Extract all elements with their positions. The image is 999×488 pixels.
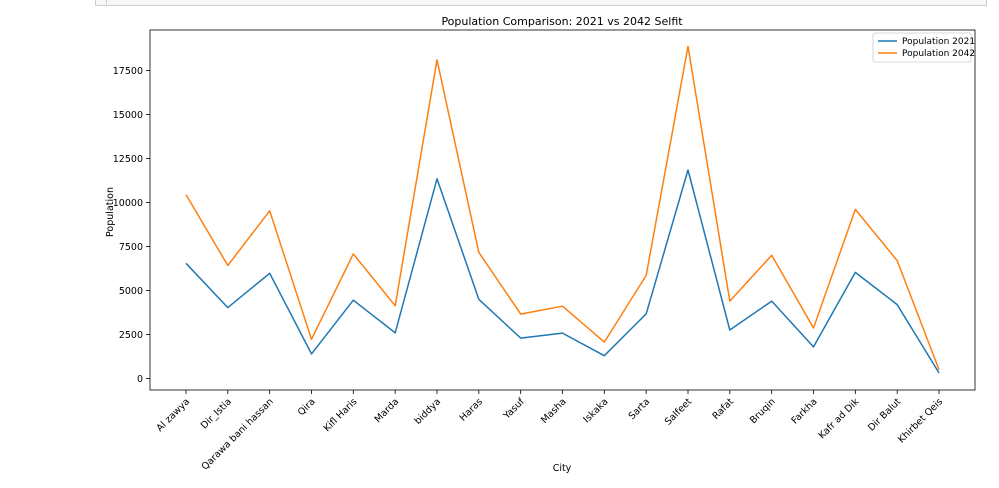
x-tick-label: Salfeet [663,396,694,427]
x-tick-label: Bruqin [748,396,778,426]
y-axis: 0 2500 5000 7500 10000 12500 15000 17500 [113,66,150,385]
notebook-cell-border [95,0,987,6]
x-tick-label: Khirbet Qeis [896,396,945,445]
x-tick-label: Kifl Haris [322,396,360,434]
y-tick-label: 7500 [119,242,143,253]
x-axis-label: City [553,463,572,474]
y-tick-label: 5000 [119,286,143,297]
series-line-2042 [185,45,940,370]
y-tick-label: 0 [137,374,143,385]
y-tick-label: 15000 [113,110,143,121]
y-tick-label: 17500 [113,66,143,77]
x-tick-label: Sarta [627,396,653,422]
legend-entry-label: Population 2021 [902,37,975,47]
x-tick-label: Rafat [710,396,736,422]
x-tick-label: Haras [458,396,485,423]
x-tick-label: Farkha [789,396,819,426]
series-line-2021 [185,169,940,374]
legend-entry-label: Population 2042 [902,49,975,59]
x-tick-label: Marda [373,396,402,425]
x-tick-label: Iskaka [581,396,610,425]
notebook-cell-divider [106,0,107,5]
x-tick-label: biddya [413,396,444,427]
x-tick-label: Dir_Istia [199,396,234,431]
y-axis-label: Population [105,187,116,237]
x-tick-label: Masha [539,396,569,426]
legend-box [872,32,972,63]
y-tick-label: 12500 [113,154,143,165]
chart-title: Population Comparison: 2021 vs 2042 Self… [441,15,683,28]
x-tick-label: Dir Balut [866,396,903,433]
x-tick-label: Kafr ad Dik [817,396,862,441]
x-tick-label: Qarawa bani hassan [200,396,276,472]
series-group [185,45,940,374]
plot-area [149,29,976,391]
x-tick-label: Al zawya [155,396,193,434]
y-tick-label: 10000 [113,198,143,209]
x-tick-label: Qira [296,396,318,418]
legend: Population 2021 Population 2042 [872,32,975,63]
x-tick-label: Yasuf [501,396,527,422]
y-tick-label: 2500 [119,330,143,341]
